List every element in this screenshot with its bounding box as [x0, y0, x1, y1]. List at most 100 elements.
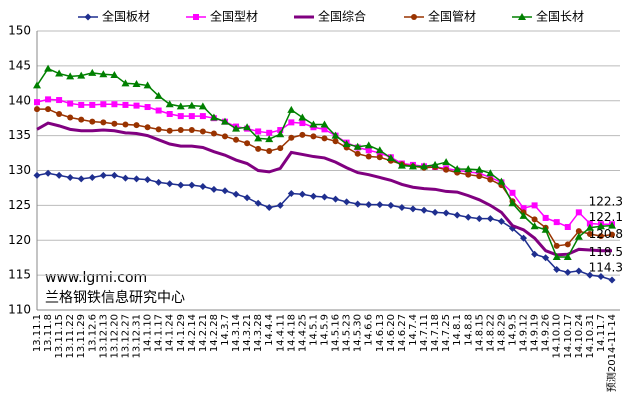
watermark-url: www.lgmi.com [45, 270, 147, 286]
legend-label: 全国长材 [536, 9, 584, 24]
marker [111, 120, 118, 127]
marker [100, 119, 107, 126]
marker [552, 252, 561, 260]
marker [476, 173, 483, 180]
x-tick-label: 14.5.9 [320, 314, 331, 346]
x-tick-label: 14.7.11 [419, 314, 430, 352]
marker [553, 219, 560, 226]
marker [233, 136, 240, 143]
marker [530, 222, 539, 230]
x-tick-label: 14.5.1 [308, 314, 319, 346]
marker [255, 145, 262, 152]
x-tick-label: 14.5.30 [353, 314, 364, 352]
marker [77, 71, 86, 79]
marker [376, 201, 384, 209]
x-tick-label: 13.12.31 [132, 314, 143, 359]
marker [343, 198, 351, 206]
marker [67, 100, 74, 107]
marker [110, 70, 119, 78]
x-tick-label: 14.7.18 [430, 314, 441, 352]
marker [332, 195, 340, 203]
marker [144, 176, 152, 184]
y-tick-label: 140 [8, 93, 31, 107]
marker [276, 130, 285, 138]
marker [443, 166, 450, 173]
marker [585, 223, 594, 231]
marker [542, 214, 549, 221]
end-label: 114.3 [589, 261, 623, 275]
marker [609, 231, 615, 238]
marker [121, 174, 129, 182]
x-tick-label: 13.11.22 [65, 314, 76, 359]
x-tick-label: 14.8.1 [452, 314, 463, 346]
marker [133, 102, 140, 109]
marker [531, 250, 539, 258]
marker [431, 208, 439, 216]
marker [88, 68, 97, 76]
marker [99, 70, 108, 78]
marker [497, 217, 505, 225]
series-line [36, 67, 613, 258]
marker [310, 133, 317, 140]
x-tick-label: 14.4.4 [264, 314, 275, 346]
marker [66, 173, 74, 181]
marker [354, 150, 361, 157]
x-tick-label: 14.5.23 [342, 314, 353, 352]
x-tick-label: 14.8.22 [485, 314, 496, 352]
watermark-org: 兰格钢铁信息研究中心 [45, 289, 185, 306]
x-tick-label: 14.6.13 [375, 314, 386, 352]
marker [188, 127, 195, 134]
marker [177, 113, 184, 120]
marker [586, 271, 594, 279]
marker [509, 189, 516, 196]
x-tick-label: 14.4.25 [297, 314, 308, 352]
x-tick-label: 14.4.11 [275, 314, 286, 352]
marker [575, 209, 582, 216]
marker [199, 183, 207, 191]
marker [55, 171, 63, 179]
x-tick-label: 14.10.10 [552, 314, 563, 359]
y-tick-label: 115 [8, 268, 31, 282]
marker [89, 101, 96, 108]
marker [77, 175, 85, 183]
marker [354, 200, 362, 208]
marker [254, 134, 263, 142]
marker [56, 97, 63, 104]
marker [210, 130, 217, 137]
x-tick-label: 13.11.15 [54, 314, 65, 359]
y-tick-label: 125 [8, 198, 31, 212]
marker [111, 101, 118, 108]
marker [575, 228, 582, 235]
marker [442, 209, 450, 217]
x-tick-label: 14.8.29 [496, 314, 507, 352]
x-tick-label: 13.12.27 [120, 314, 131, 359]
marker [199, 113, 206, 120]
marker [519, 211, 528, 219]
marker [78, 116, 85, 123]
marker [563, 252, 572, 260]
x-tick-label: 13.12.13 [98, 314, 109, 359]
marker [100, 101, 107, 108]
marker [597, 233, 604, 240]
marker [464, 165, 473, 173]
marker [586, 230, 593, 237]
marker [597, 273, 605, 281]
marker [133, 175, 141, 183]
marker [210, 185, 218, 193]
marker [44, 64, 53, 72]
marker [155, 178, 163, 186]
marker [596, 222, 605, 230]
marker [321, 135, 328, 142]
marker [220, 117, 229, 125]
marker [166, 127, 173, 134]
marker [553, 242, 560, 249]
marker [353, 142, 362, 150]
marker [45, 106, 52, 113]
marker [287, 190, 295, 198]
marker [45, 96, 52, 103]
marker [365, 201, 373, 209]
marker [199, 128, 206, 135]
marker [299, 120, 306, 127]
marker [465, 171, 472, 178]
